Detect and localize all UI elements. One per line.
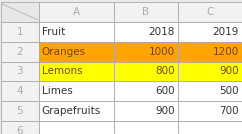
Bar	[178, 22, 242, 42]
Text: 900: 900	[219, 66, 239, 76]
Text: 1200: 1200	[213, 47, 239, 57]
Text: Lemons: Lemons	[42, 66, 82, 76]
Bar	[1, 81, 39, 101]
Bar	[114, 62, 178, 81]
Text: 2: 2	[17, 47, 23, 57]
Text: C: C	[206, 7, 214, 17]
Bar	[1, 121, 39, 134]
Text: 500: 500	[219, 86, 239, 96]
Text: 2019: 2019	[213, 27, 239, 37]
Text: Limes: Limes	[42, 86, 72, 96]
Bar	[1, 42, 39, 62]
Bar	[178, 62, 242, 81]
Text: 800: 800	[155, 66, 175, 76]
Bar	[39, 81, 114, 101]
Bar	[114, 22, 178, 42]
Bar	[39, 42, 114, 62]
Bar	[178, 2, 242, 22]
Text: 2018: 2018	[149, 27, 175, 37]
Bar	[1, 2, 39, 22]
Bar	[114, 81, 178, 101]
Bar	[178, 101, 242, 121]
Bar	[178, 121, 242, 134]
Text: 1: 1	[17, 27, 23, 37]
Text: Fruit: Fruit	[42, 27, 65, 37]
Bar	[39, 62, 114, 81]
Text: A: A	[73, 7, 80, 17]
Text: 700: 700	[219, 106, 239, 116]
Bar	[178, 81, 242, 101]
Text: Oranges: Oranges	[42, 47, 86, 57]
Bar	[39, 121, 114, 134]
Text: 5: 5	[17, 106, 23, 116]
Bar	[114, 121, 178, 134]
Bar	[39, 101, 114, 121]
Text: 6: 6	[17, 126, 23, 134]
Bar	[114, 101, 178, 121]
Text: B: B	[142, 7, 149, 17]
Bar	[1, 101, 39, 121]
Bar	[114, 2, 178, 22]
Text: Grapefruits: Grapefruits	[42, 106, 101, 116]
Bar	[178, 42, 242, 62]
Text: 4: 4	[17, 86, 23, 96]
Bar	[1, 62, 39, 81]
Bar	[114, 42, 178, 62]
Bar	[39, 2, 114, 22]
Text: 1000: 1000	[149, 47, 175, 57]
Text: 3: 3	[17, 66, 23, 76]
Bar	[39, 22, 114, 42]
Bar	[1, 22, 39, 42]
Text: 900: 900	[155, 106, 175, 116]
Text: 600: 600	[155, 86, 175, 96]
